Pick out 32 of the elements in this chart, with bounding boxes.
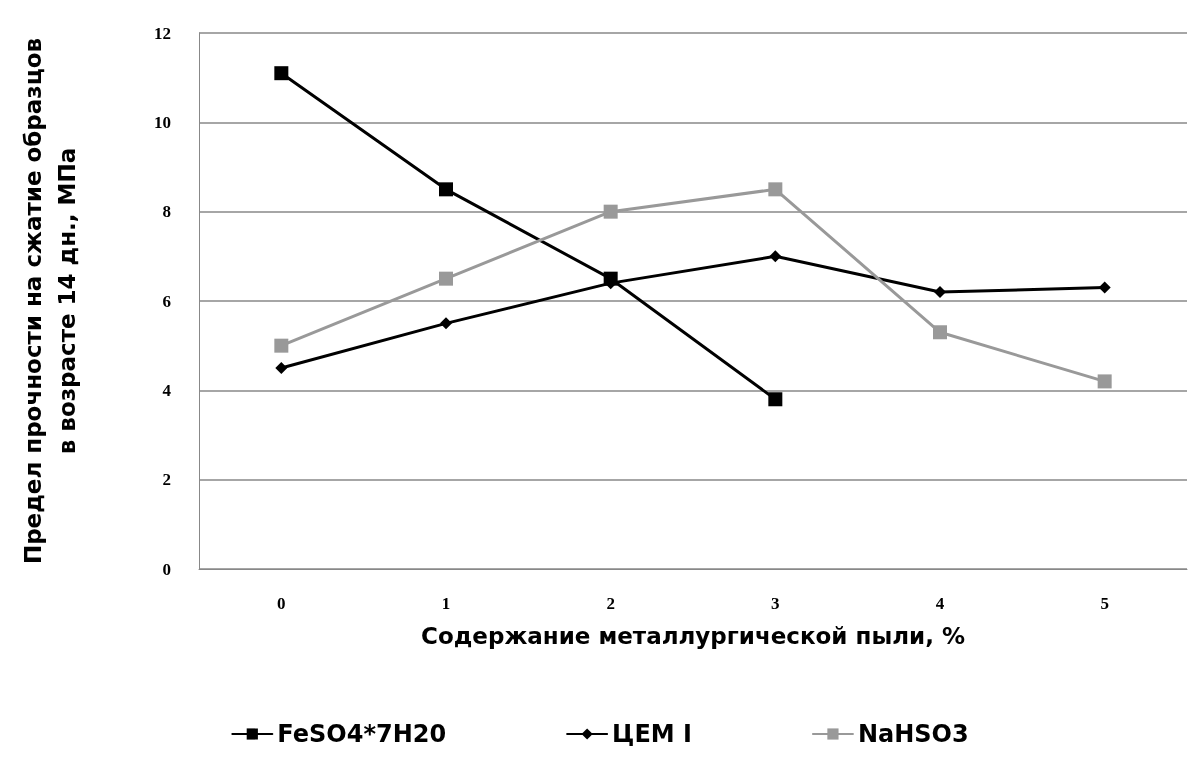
legend-label: ЦЕМ I [612, 720, 692, 748]
x-tick-label: 4 [935, 594, 945, 613]
y-tick-label: 10 [154, 112, 171, 132]
x-tick-label: 0 [277, 594, 286, 613]
x-tick-label: 1 [441, 594, 451, 613]
point [1098, 281, 1111, 294]
point [275, 362, 288, 374]
point [274, 66, 289, 81]
point [768, 392, 783, 407]
y-tick-label: 8 [162, 202, 171, 222]
y-tick-label: 2 [162, 470, 171, 490]
point [768, 182, 783, 197]
x-tick-label: 2 [606, 594, 615, 613]
legend-label: NaHSO3 [857, 720, 969, 748]
point [439, 271, 453, 286]
y-axis-title: Предел прочности на сжатие образцов в возрасте 14 дн., МПа [20, 37, 80, 565]
y-tick-label: 12 [154, 23, 171, 43]
point [440, 317, 452, 330]
point [934, 286, 946, 299]
legend-label: FeSO4*7H20 [277, 720, 447, 748]
point [274, 338, 289, 353]
point [769, 250, 782, 263]
x-tick-label: 5 [1100, 594, 1109, 613]
y-tick-label: 0 [162, 559, 171, 579]
y-tick-label: 6 [162, 291, 171, 311]
point [439, 182, 453, 197]
point [933, 325, 947, 340]
point [603, 204, 618, 219]
y-tick-label: 4 [162, 380, 172, 400]
point [1097, 374, 1112, 389]
x-axis-title: Содержание металлургической пыли, % [421, 622, 965, 649]
x-tick-label: 3 [771, 594, 780, 613]
